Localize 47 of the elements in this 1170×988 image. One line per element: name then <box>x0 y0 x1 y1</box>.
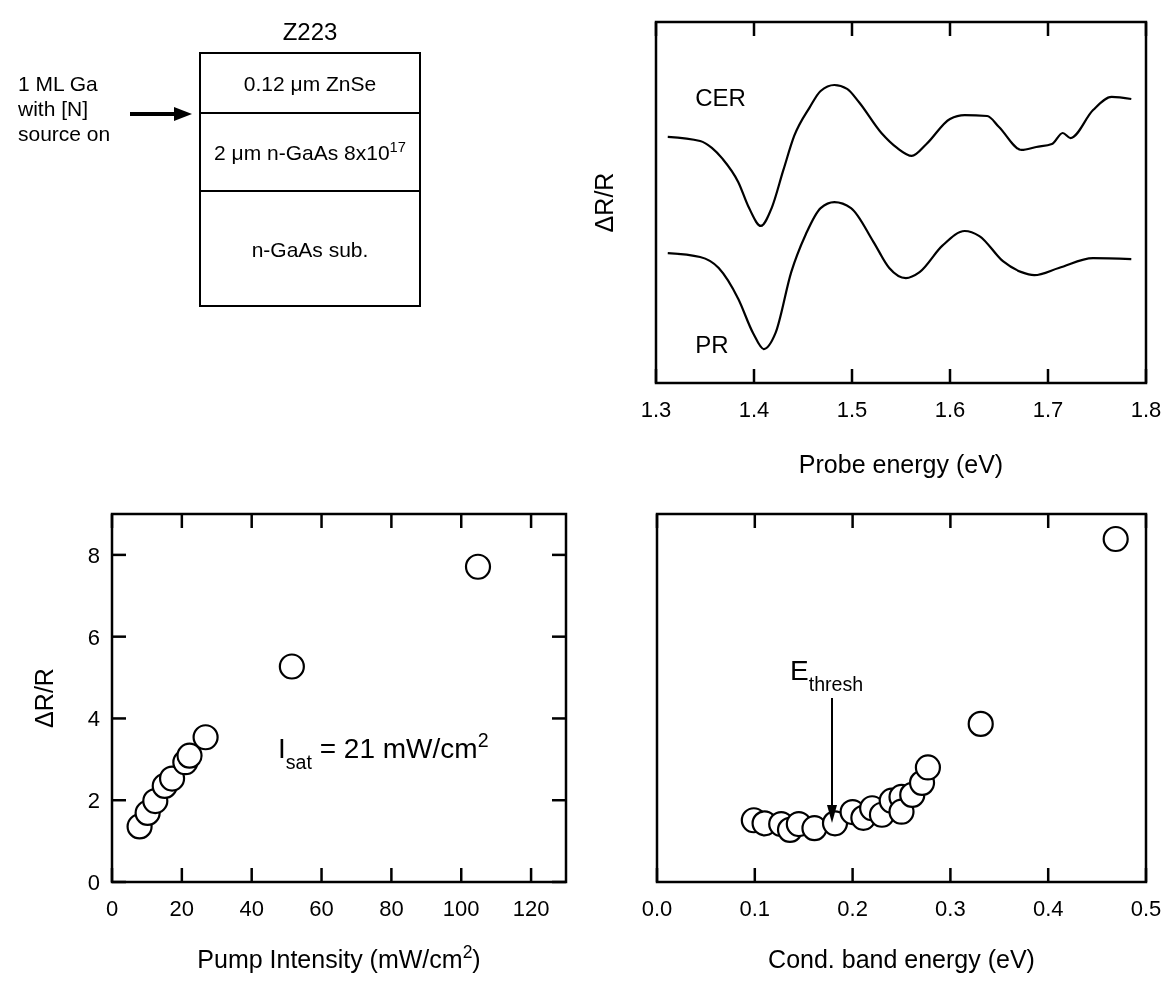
x-tick-label: 0.1 <box>739 896 771 921</box>
y-tick-label: 4 <box>87 706 100 732</box>
x-tick-label: 1.8 <box>1130 397 1162 422</box>
point <box>158 765 186 792</box>
annotation: I$_{sat}$ = 21 mW/cm$^{2}$ <box>278 729 489 773</box>
x-tick-label: 0.2 <box>837 896 868 921</box>
text: n-GaAs sub. <box>251 237 369 261</box>
text: Z223 <box>282 18 338 45</box>
x-tick-label: 0 <box>105 896 119 921</box>
x-tick-label: 20 <box>169 896 195 921</box>
point <box>967 710 994 737</box>
y-axis-title: ΔR/R <box>30 668 58 728</box>
x-axis-title: Cond. band energy (eV) <box>768 945 1035 973</box>
y-tick-label: 6 <box>87 624 100 650</box>
text: 1 ML Ga with [N] source on <box>17 72 111 145</box>
annotation: E$_{thresh}$ <box>790 655 864 695</box>
x-tick-label: 0.0 <box>641 896 673 921</box>
x-tick-label: 0.3 <box>935 896 966 921</box>
x-tick-label: 100 <box>442 896 480 921</box>
x-tick-label: 120 <box>512 896 550 921</box>
point <box>801 815 828 842</box>
x-tick-label: 0.5 <box>1130 896 1162 921</box>
series-label: CER <box>695 83 746 111</box>
x-tick-label: 1.6 <box>934 397 966 422</box>
x-tick-label: 60 <box>309 896 334 921</box>
y-axis-title: ΔR/R <box>590 172 618 233</box>
point <box>192 724 219 751</box>
x-tick-label: 1.5 <box>836 397 868 422</box>
x-axis-title: Pump Intensity (mW/cm$^{2}$) <box>197 942 481 973</box>
x-tick-label: 1.7 <box>1032 397 1064 422</box>
point <box>278 653 305 680</box>
x-tick-label: 1.4 <box>738 397 770 422</box>
x-tick-label: 80 <box>379 896 404 921</box>
x-tick-label: 0.4 <box>1032 896 1064 921</box>
x-axis-title: Probe energy (eV) <box>798 450 1004 478</box>
series-label: PR <box>695 331 729 359</box>
y-tick-label: 2 <box>87 788 100 814</box>
point <box>464 553 492 580</box>
x-tick-label: 1.3 <box>640 397 672 422</box>
text: 0.12 μm ZnSe <box>243 72 377 95</box>
y-tick-label: 8 <box>87 542 100 568</box>
point <box>176 742 203 769</box>
point <box>1102 525 1129 553</box>
x-tick-label: 40 <box>239 896 264 921</box>
y-tick-label: 0 <box>87 870 100 895</box>
text: 2 μm n-GaAs 8x10$^{17}$ <box>214 139 406 164</box>
point <box>914 754 942 781</box>
